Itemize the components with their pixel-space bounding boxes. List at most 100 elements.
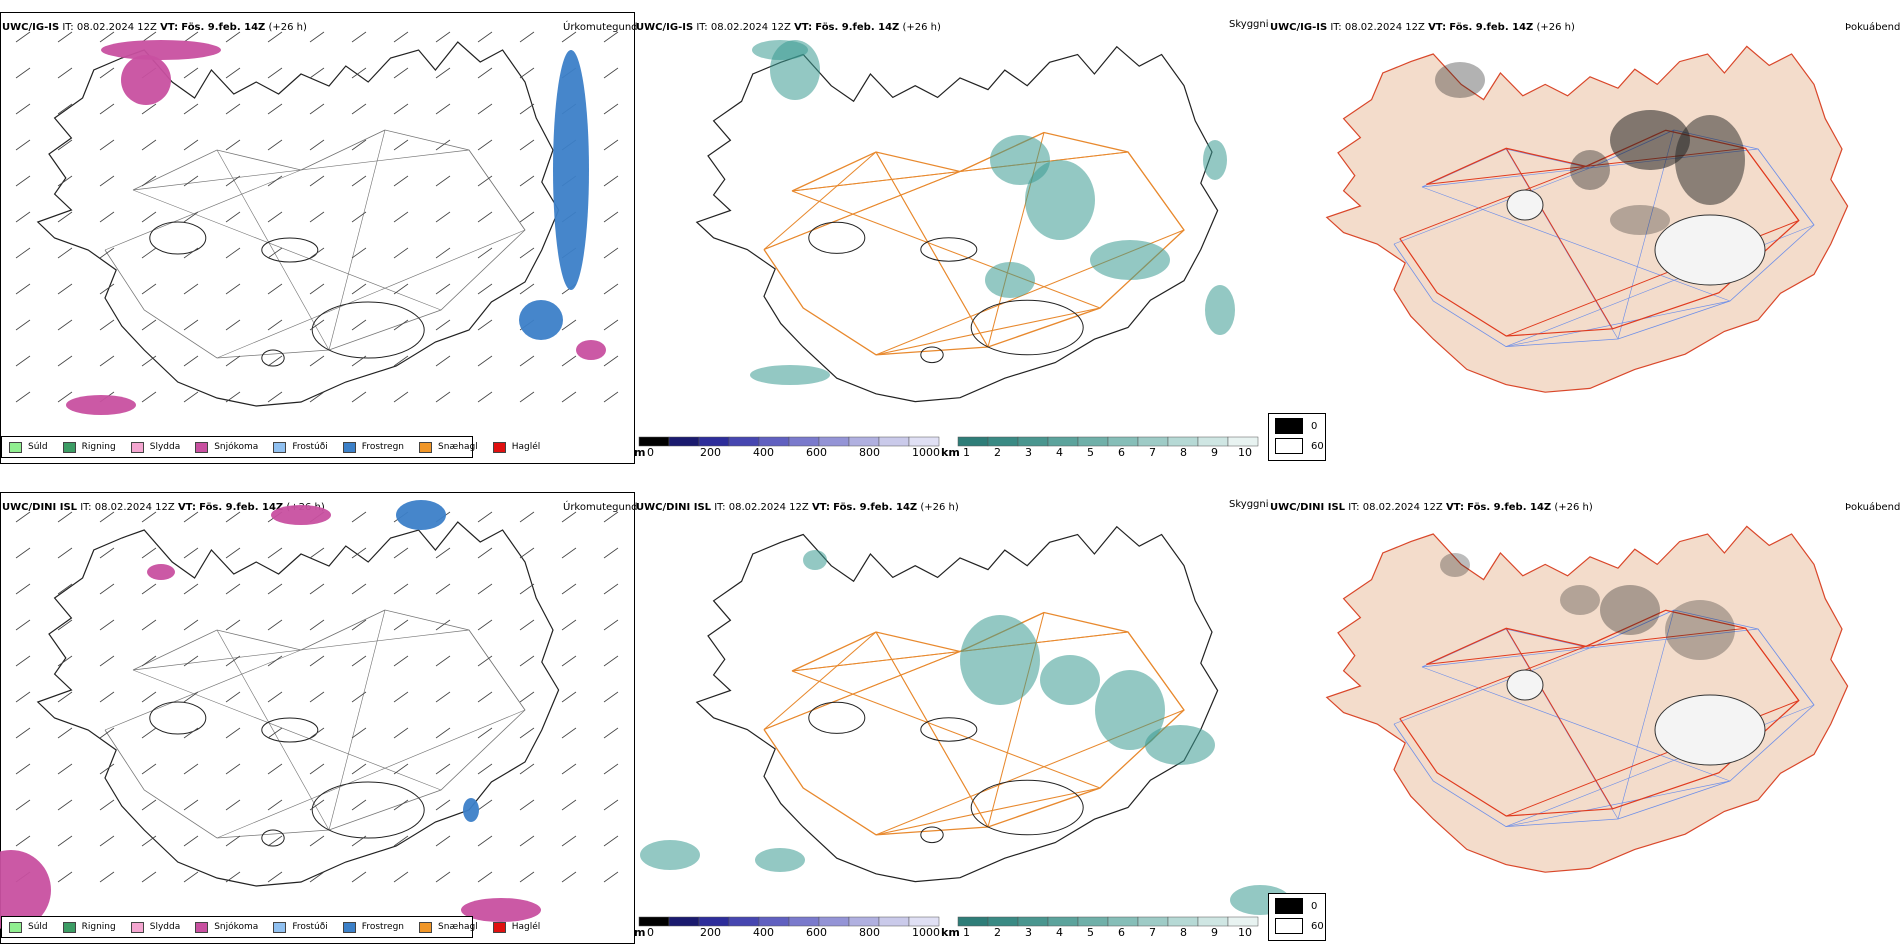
road-line bbox=[328, 129, 386, 351]
wind-barb bbox=[477, 67, 493, 79]
wind-barb bbox=[477, 391, 493, 403]
wind-barb bbox=[351, 727, 367, 739]
colorbar-unit: km bbox=[941, 446, 960, 459]
wind-barb bbox=[57, 139, 73, 151]
wind-barb bbox=[141, 103, 157, 115]
model-name: UWC/IG-IS bbox=[636, 22, 694, 33]
wind-barb bbox=[351, 511, 367, 523]
wind-barb bbox=[561, 691, 577, 703]
precip-area bbox=[271, 505, 331, 525]
colorbar-tick: 200 bbox=[700, 926, 721, 939]
wind-barb bbox=[477, 763, 493, 775]
wind-barb bbox=[225, 691, 241, 703]
wind-barb bbox=[351, 283, 367, 295]
wind-barb bbox=[309, 799, 325, 811]
panel-header: UWC/IG-IS IT: 08.02.2024 12Z VT: Fös. 9.… bbox=[1270, 22, 1575, 33]
wind-barb bbox=[99, 67, 115, 79]
colorbar-segment bbox=[1137, 916, 1169, 927]
wind-barb bbox=[15, 691, 31, 703]
wind-barb bbox=[393, 139, 409, 151]
wind-barb bbox=[183, 139, 199, 151]
wind-barb bbox=[309, 619, 325, 631]
colorbar-segment bbox=[1227, 916, 1259, 927]
road-line bbox=[763, 171, 961, 250]
wind-barb bbox=[435, 319, 451, 331]
wind-barb bbox=[141, 547, 157, 559]
wind-barb bbox=[519, 727, 535, 739]
wind-barb bbox=[141, 619, 157, 631]
wind-barb bbox=[519, 655, 535, 667]
wind-barb bbox=[477, 103, 493, 115]
wind-barb bbox=[141, 583, 157, 595]
wind-barb bbox=[519, 283, 535, 295]
colorbar-segment bbox=[1167, 916, 1199, 927]
legend-swatch bbox=[195, 921, 209, 933]
road-line bbox=[216, 629, 330, 831]
low-visibility-area bbox=[960, 615, 1040, 705]
legend-item: Snjókoma bbox=[195, 441, 258, 453]
iceland-coastline bbox=[36, 41, 560, 407]
wind-barb bbox=[57, 727, 73, 739]
wind-barb bbox=[435, 727, 451, 739]
fog-area bbox=[1570, 150, 1610, 190]
fog-area bbox=[1435, 62, 1485, 98]
fog-indicator-legend: 0 60 bbox=[1268, 893, 1326, 941]
fog-indicator-map bbox=[1325, 525, 1849, 873]
wind-barb bbox=[183, 31, 199, 43]
precip-area bbox=[519, 300, 563, 340]
road-line bbox=[791, 190, 1101, 309]
precip-type-panel-row1 bbox=[0, 12, 635, 464]
legend-swatch bbox=[130, 441, 144, 453]
colorbar-tick: 7 bbox=[1149, 446, 1156, 459]
wind-barb bbox=[309, 583, 325, 595]
road-line bbox=[132, 189, 442, 311]
glacier-outline bbox=[970, 779, 1084, 836]
colorbar-tick: 2 bbox=[994, 926, 1001, 939]
road-line bbox=[1745, 628, 1800, 701]
wind-barb bbox=[477, 319, 493, 331]
low-visibility-area bbox=[1025, 160, 1095, 240]
legend-swatch bbox=[273, 921, 287, 933]
river-line bbox=[1757, 628, 1815, 706]
legend-item: Snjókoma bbox=[195, 921, 258, 933]
wind-barb bbox=[57, 391, 73, 403]
wind-barb bbox=[15, 835, 31, 847]
wind-barb bbox=[477, 547, 493, 559]
colorbar-tick: 800 bbox=[859, 926, 880, 939]
wind-barb bbox=[519, 247, 535, 259]
colorbar-segment bbox=[1197, 916, 1229, 927]
visibility-map bbox=[695, 40, 1235, 403]
road-line bbox=[468, 149, 526, 231]
wind-barb bbox=[477, 355, 493, 367]
glacier-outline bbox=[311, 301, 425, 359]
wind-barb bbox=[309, 247, 325, 259]
colorbar-tick: 8 bbox=[1180, 446, 1187, 459]
wind-barb bbox=[225, 103, 241, 115]
wind-barb bbox=[309, 871, 325, 883]
colorbar-segment bbox=[1047, 916, 1079, 927]
road-line bbox=[216, 229, 526, 359]
wind-barb bbox=[141, 871, 157, 883]
road-line bbox=[1745, 148, 1800, 221]
wind-barb bbox=[393, 619, 409, 631]
wind-barb bbox=[351, 655, 367, 667]
wind-barb bbox=[603, 583, 619, 595]
colorbar-segment bbox=[878, 436, 910, 447]
wind-barb bbox=[183, 355, 199, 367]
colorbar-tick: 9 bbox=[1211, 446, 1218, 459]
wind-barb bbox=[15, 355, 31, 367]
wind-barb bbox=[225, 655, 241, 667]
road-line bbox=[300, 129, 386, 171]
precip-area bbox=[121, 55, 171, 105]
model-name: UWC/DINI ISL bbox=[2, 502, 78, 513]
colorbar-tick: 1 bbox=[963, 926, 970, 939]
river-line bbox=[1757, 148, 1815, 226]
wind-barb bbox=[603, 763, 619, 775]
wind-barb bbox=[99, 619, 115, 631]
glacier-outline bbox=[920, 346, 944, 364]
wind-barb bbox=[309, 211, 325, 223]
wind-barb bbox=[267, 355, 283, 367]
precip-type-legend: Súld Rigning Slydda Snjókoma Frostúði Fr… bbox=[1, 436, 540, 458]
glacier-outline bbox=[261, 829, 285, 847]
colorbar-segment bbox=[818, 436, 850, 447]
